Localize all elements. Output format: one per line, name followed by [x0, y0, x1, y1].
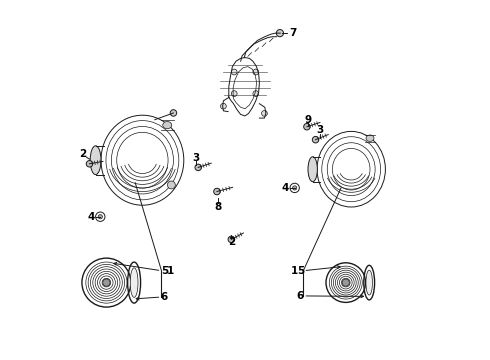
Text: 8: 8 — [215, 202, 221, 212]
Ellipse shape — [163, 122, 172, 129]
Text: 1: 1 — [291, 266, 298, 276]
Ellipse shape — [170, 110, 177, 116]
Circle shape — [228, 236, 235, 243]
Text: 1: 1 — [167, 266, 174, 276]
Circle shape — [220, 103, 226, 109]
Circle shape — [231, 69, 237, 75]
Circle shape — [253, 69, 259, 75]
Text: 7: 7 — [289, 28, 296, 38]
Circle shape — [98, 215, 102, 219]
Circle shape — [304, 123, 310, 130]
Ellipse shape — [366, 135, 374, 141]
Ellipse shape — [130, 268, 138, 297]
Text: 4: 4 — [87, 212, 95, 222]
Text: 5: 5 — [297, 266, 304, 276]
Text: 3: 3 — [316, 125, 323, 135]
Circle shape — [231, 91, 237, 96]
Circle shape — [86, 161, 93, 167]
Ellipse shape — [90, 146, 101, 175]
Ellipse shape — [308, 157, 318, 182]
Text: 2: 2 — [79, 149, 87, 159]
Text: 9: 9 — [304, 114, 311, 125]
Circle shape — [342, 279, 349, 286]
Circle shape — [253, 91, 259, 96]
Text: 6: 6 — [161, 292, 168, 302]
Circle shape — [195, 164, 201, 171]
Circle shape — [262, 111, 268, 116]
Circle shape — [214, 188, 220, 195]
Circle shape — [103, 279, 110, 286]
Text: 2: 2 — [228, 237, 235, 247]
Text: 4: 4 — [282, 183, 289, 193]
Ellipse shape — [168, 181, 175, 189]
Text: 3: 3 — [192, 153, 199, 163]
Text: 6: 6 — [297, 291, 304, 301]
Circle shape — [293, 186, 297, 190]
Circle shape — [276, 30, 284, 37]
Ellipse shape — [366, 270, 372, 295]
Text: 5: 5 — [161, 266, 168, 276]
Circle shape — [312, 136, 319, 143]
